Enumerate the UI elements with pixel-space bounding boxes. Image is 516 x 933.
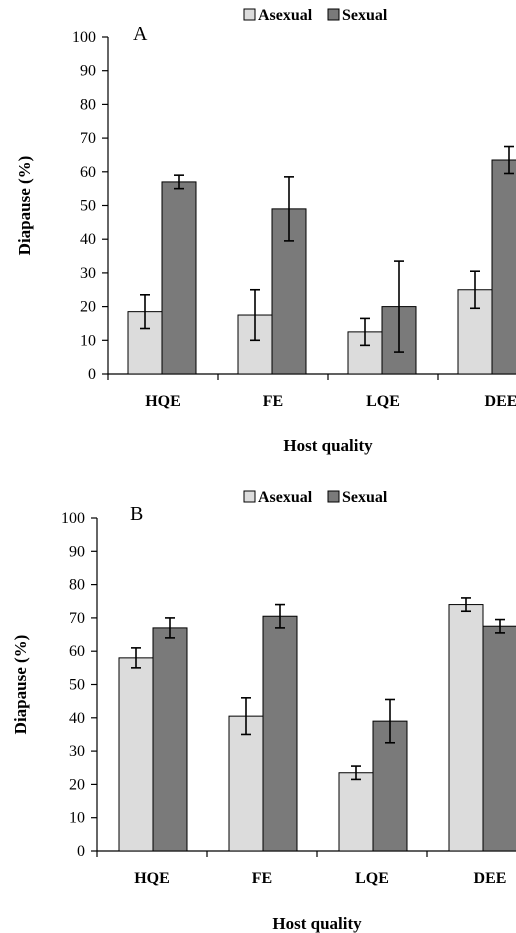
legend-label-sexual: Sexual (342, 489, 388, 506)
bar-asexual-dee (448, 604, 484, 852)
x-axis-title: Host quality (272, 914, 362, 933)
x-category-label: LQE (355, 870, 389, 887)
y-tick-label: 70 (80, 130, 96, 147)
y-tick-label: 0 (77, 843, 85, 860)
y-tick-label: 80 (80, 96, 96, 113)
legend: Asexual Sexual (243, 489, 388, 506)
bar-sexual-dee (482, 625, 516, 852)
y-tick-label: 90 (69, 543, 85, 560)
y-tick-label: 40 (69, 710, 85, 727)
x-category-label: HQE (134, 870, 170, 887)
y-tick-label: 20 (69, 776, 85, 793)
y-tick-label: 10 (80, 332, 96, 349)
y-tick-label: 90 (80, 63, 96, 80)
y-axis-title: Diapause (%) (11, 635, 30, 735)
bar-sexual-dee (491, 159, 516, 375)
bar-sexual-hqe (161, 181, 197, 375)
bar-sexual-hqe (152, 627, 188, 852)
x-category-label: FE (252, 870, 272, 887)
y-tick-label: 80 (69, 577, 85, 594)
legend-label-asexual: Asexual (258, 7, 313, 24)
legend-swatch-asexual (243, 490, 256, 503)
chart-panel-a: 0 10 20 30 40 50 60 70 80 90 100 HQE FE LQE DEE Host qu… (15, 7, 516, 455)
y-axis-title: Diapause (%) (15, 156, 34, 256)
y-tick-label: 0 (88, 366, 96, 383)
x-category-label: DEE (474, 870, 507, 887)
y-tick-label: 60 (80, 164, 96, 181)
y-tick-label: 50 (80, 198, 96, 215)
bar-sexual-fe (271, 208, 307, 375)
y-tick-label: 30 (69, 743, 85, 760)
x-axis-title: Host quality (283, 436, 373, 455)
y-tick-label: 50 (69, 677, 85, 694)
bar-asexual-hqe (118, 657, 154, 852)
y-tick-label: 20 (80, 299, 96, 316)
x-category-label: HQE (145, 393, 181, 410)
x-category-label: LQE (366, 393, 400, 410)
y-tick-label: 70 (69, 610, 85, 627)
panel-label: B (130, 503, 143, 525)
legend-swatch-sexual (327, 490, 340, 503)
y-tick-label: 10 (69, 810, 85, 827)
bar-asexual-fe (228, 715, 264, 852)
y-tick-label: 60 (69, 643, 85, 660)
bar-sexual-fe (262, 615, 298, 852)
legend-swatch-asexual (243, 8, 256, 21)
y-tick-label: 100 (61, 510, 85, 527)
bar-asexual-lqe (338, 772, 374, 852)
y-tick-label: 100 (72, 29, 96, 46)
x-category-label: FE (263, 393, 283, 410)
legend-swatch-sexual (327, 8, 340, 21)
x-category-label: DEE (485, 393, 516, 410)
y-tick-label: 40 (80, 231, 96, 248)
legend: Asexual Sexual (243, 7, 388, 24)
chart-panel-b: 0 10 20 30 40 50 60 70 80 90 100 HQE FE LQE DEE Host qu… (11, 489, 516, 933)
panel-label: A (133, 23, 148, 45)
y-tick-label: 30 (80, 265, 96, 282)
legend-label-asexual: Asexual (258, 489, 313, 506)
legend-label-sexual: Sexual (342, 7, 388, 24)
